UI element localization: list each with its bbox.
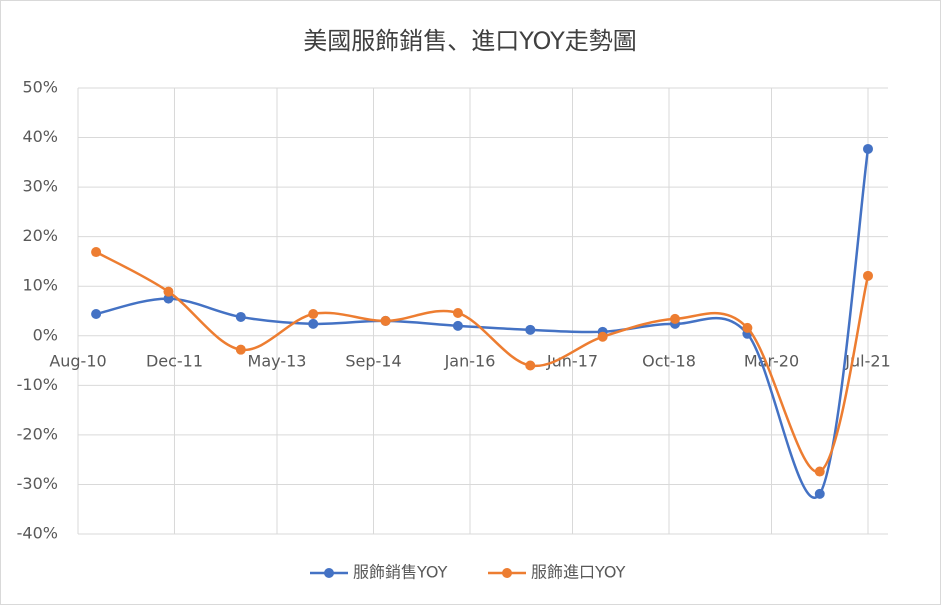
legend-label: 服飾進口YOY <box>531 563 626 582</box>
data-point <box>814 466 825 477</box>
data-point <box>742 322 753 333</box>
data-point <box>235 344 246 355</box>
data-point <box>91 247 102 258</box>
y-tick-label: -30% <box>17 474 58 493</box>
legend-label: 服飾銷售YOY <box>353 563 448 582</box>
y-tick-label: -20% <box>17 424 58 443</box>
y-tick-label: 20% <box>22 226 58 245</box>
x-tick-label: Sep-14 <box>345 351 401 370</box>
chart-title: 美國服飾銷售、進口YOY走勢圖 <box>303 27 637 55</box>
x-tick-label: May-13 <box>248 351 307 370</box>
data-point <box>452 320 463 331</box>
y-tick-label: 40% <box>22 127 58 146</box>
data-point <box>814 488 825 499</box>
data-point <box>163 286 174 297</box>
x-tick-label: Jul-21 <box>844 351 890 370</box>
y-tick-label: -10% <box>17 375 58 394</box>
data-point <box>91 308 102 319</box>
data-point <box>525 324 536 335</box>
data-point <box>163 293 174 304</box>
data-point <box>380 315 391 326</box>
data-point <box>597 331 608 342</box>
x-tick-label: Aug-10 <box>49 351 106 370</box>
data-point <box>308 308 319 319</box>
x-tick-label: Jun-17 <box>546 351 598 370</box>
y-tick-label: 30% <box>22 177 58 196</box>
x-tick-label: Mar-20 <box>744 351 799 370</box>
legend-marker <box>324 568 334 578</box>
data-point <box>863 143 873 154</box>
data-point <box>670 313 681 324</box>
x-tick-label: Jan-16 <box>444 351 496 370</box>
y-tick-label: 50% <box>22 78 58 97</box>
y-tick-label: 0% <box>33 325 58 344</box>
data-point <box>525 360 536 371</box>
x-tick-label: Oct-18 <box>642 351 696 370</box>
data-point <box>863 270 873 281</box>
data-point <box>452 307 463 318</box>
x-tick-label: Dec-11 <box>146 351 203 370</box>
y-tick-label: -40% <box>17 524 58 543</box>
y-tick-label: 10% <box>22 276 58 295</box>
data-point <box>308 318 319 329</box>
data-point <box>235 311 246 322</box>
legend-marker <box>502 568 512 578</box>
